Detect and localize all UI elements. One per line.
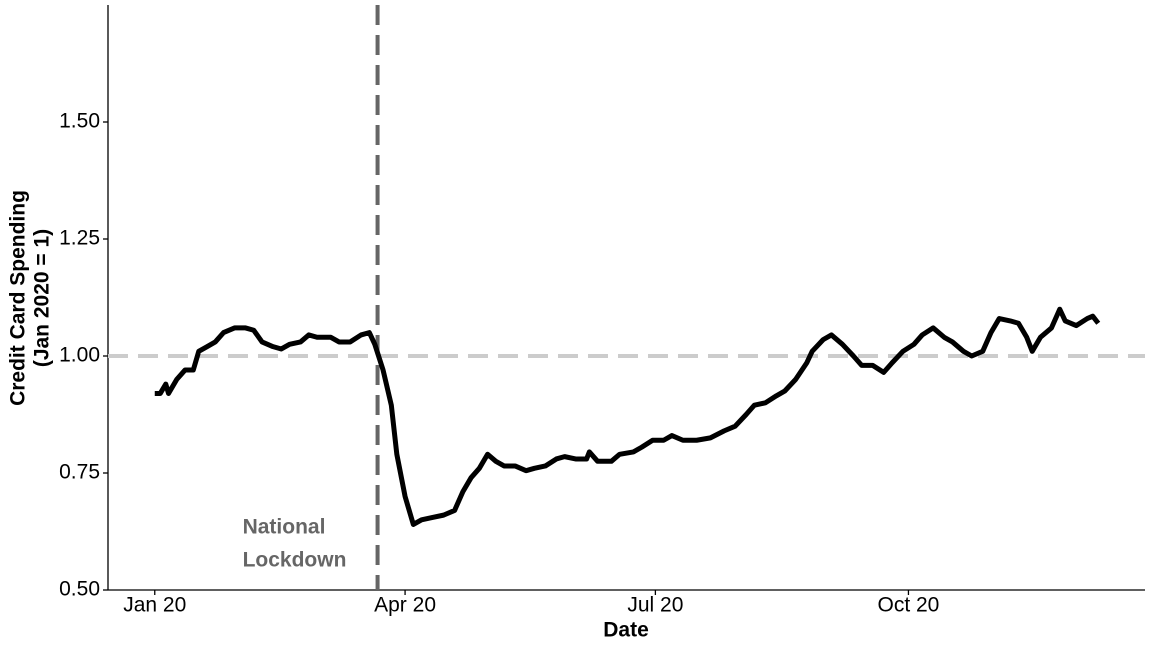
x-tick-label: Jul 20 — [627, 594, 683, 617]
data-line — [154, 306, 1101, 527]
y-tick-label: 1.25 — [59, 227, 100, 250]
y-tick-label: 1.50 — [59, 110, 100, 133]
y-axis-title: Credit Card Spending — [7, 190, 30, 406]
x-tick-label: Apr 20 — [374, 594, 436, 617]
y-tick-label: 1.00 — [59, 344, 100, 367]
y-axis-title: (Jan 2020 = 1) — [31, 229, 54, 367]
x-tick-label: Jan 20 — [123, 594, 186, 617]
y-tick-label: 0.50 — [59, 578, 100, 601]
x-axis-title: Date — [603, 619, 649, 642]
annotation: Lockdown — [243, 549, 347, 572]
y-tick-label: 0.75 — [59, 461, 100, 484]
x-tick-label: Oct 20 — [878, 594, 940, 617]
annotation: National — [243, 516, 326, 539]
